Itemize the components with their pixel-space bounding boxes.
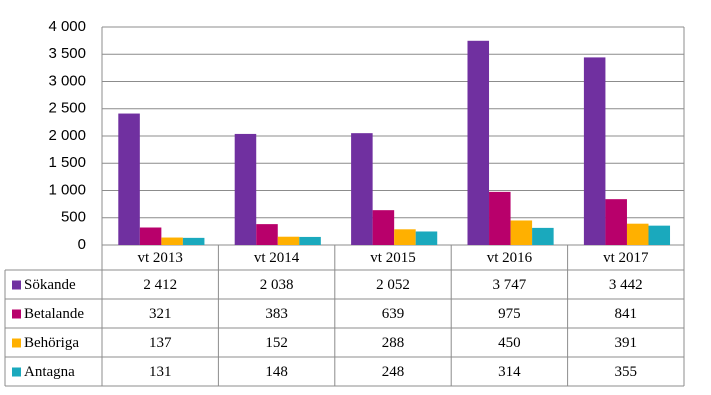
table-value: 131 bbox=[149, 364, 172, 380]
bar bbox=[626, 223, 649, 245]
y-tick-label: 2 000 bbox=[48, 127, 86, 144]
bar bbox=[299, 236, 321, 245]
legend-label: Sökande bbox=[24, 277, 76, 293]
y-tick-label: 0 bbox=[78, 236, 86, 253]
table-value: 975 bbox=[498, 306, 521, 322]
table-value: 3 747 bbox=[493, 277, 527, 293]
table-value: 288 bbox=[382, 335, 405, 351]
bar bbox=[489, 191, 511, 245]
table-value: 321 bbox=[149, 306, 172, 322]
x-tick-label: vt 2014 bbox=[254, 250, 300, 266]
bar bbox=[139, 227, 162, 245]
x-tick-label: vt 2016 bbox=[487, 250, 533, 266]
table-value: 2 038 bbox=[260, 277, 294, 293]
bar bbox=[182, 237, 205, 245]
x-tick-label: vt 2013 bbox=[137, 250, 182, 266]
bar bbox=[118, 113, 140, 246]
table-value: 2 412 bbox=[143, 277, 177, 293]
legend-label: Behöriga bbox=[24, 335, 79, 351]
legend-swatch bbox=[12, 280, 21, 290]
y-tick-label: 3 500 bbox=[48, 45, 86, 62]
legend-swatch bbox=[12, 338, 21, 348]
table-value: 248 bbox=[382, 364, 405, 380]
table-value: 841 bbox=[615, 306, 638, 322]
table-value: 152 bbox=[265, 335, 288, 351]
y-tick-label: 4 000 bbox=[48, 18, 86, 35]
bar bbox=[532, 227, 554, 245]
table-value: 137 bbox=[149, 335, 172, 351]
y-tick-label: 2 500 bbox=[48, 100, 86, 117]
bar bbox=[510, 220, 533, 245]
table-value: 2 052 bbox=[376, 277, 410, 293]
bar bbox=[467, 40, 490, 246]
bar bbox=[605, 199, 627, 245]
legend-label: Betalande bbox=[24, 306, 84, 322]
bar bbox=[415, 231, 438, 245]
table-value: 314 bbox=[498, 364, 521, 380]
table-value: 391 bbox=[615, 335, 638, 351]
bar bbox=[161, 237, 183, 245]
bar bbox=[351, 133, 373, 245]
y-tick-label: 1 000 bbox=[48, 181, 86, 198]
table-value: 148 bbox=[265, 364, 288, 380]
x-tick-label: vt 2015 bbox=[370, 250, 415, 266]
table-value: 639 bbox=[382, 306, 405, 322]
bar bbox=[394, 229, 416, 245]
y-tick-label: 3 000 bbox=[48, 72, 86, 89]
table-value: 450 bbox=[498, 335, 521, 351]
bar bbox=[372, 210, 395, 245]
x-tick-label: vt 2017 bbox=[603, 250, 649, 266]
table-value: 3 442 bbox=[609, 277, 643, 293]
bar bbox=[277, 236, 300, 245]
legend-label: Antagna bbox=[24, 364, 75, 380]
legend-swatch bbox=[12, 309, 21, 319]
table-value: 383 bbox=[265, 306, 288, 322]
y-tick-label: 500 bbox=[61, 209, 86, 226]
legend-swatch bbox=[12, 367, 21, 377]
table-value: 355 bbox=[615, 364, 638, 380]
bar bbox=[234, 133, 257, 245]
bar bbox=[648, 225, 671, 245]
bar bbox=[583, 57, 606, 246]
y-tick-label: 1 500 bbox=[48, 154, 86, 171]
bar bbox=[256, 224, 278, 245]
